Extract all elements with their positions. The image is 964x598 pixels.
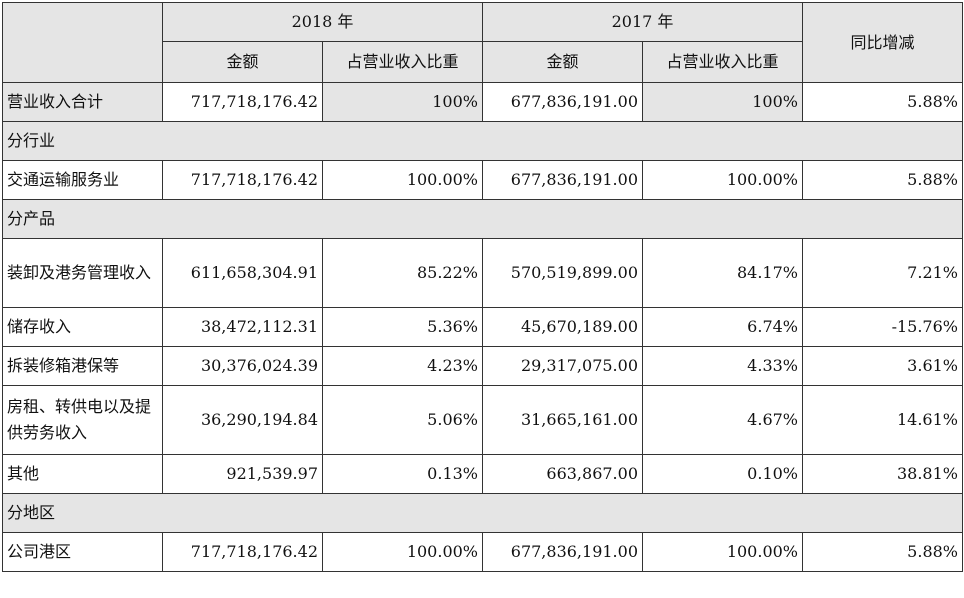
cell-amount-2018: 38,472,112.31: [162, 307, 323, 347]
cell-amount-2018: 36,290,194.84: [162, 385, 323, 455]
cell-amount-2017: 31,665,161.00: [482, 385, 643, 455]
cell-yoy: 38.81%: [802, 454, 963, 494]
table-row: 其他 921,539.97 0.13% 663,867.00 0.10% 38.…: [2, 454, 963, 494]
table-row: 拆装修箱港保等 30,376,024.39 4.23% 29,317,075.0…: [2, 346, 963, 386]
cell-yoy: 5.88%: [802, 82, 963, 122]
cell-ratio-2017: 4.33%: [642, 346, 803, 386]
cell-amount-2018: 717,718,176.42: [162, 160, 323, 200]
cell-yoy: -15.76%: [802, 307, 963, 347]
row-label: 拆装修箱港保等: [2, 346, 163, 386]
table-row: 储存收入 38,472,112.31 5.36% 45,670,189.00 6…: [2, 307, 963, 347]
header-amount-2017: 金额: [482, 41, 643, 83]
table-row: 装卸及港务管理收入 611,658,304.91 85.22% 570,519,…: [2, 238, 963, 308]
cell-yoy: 7.21%: [802, 238, 963, 308]
cell-amount-2018: 921,539.97: [162, 454, 323, 494]
cell-ratio-2017: 84.17%: [642, 238, 803, 308]
cell-amount-2017: 677,836,191.00: [482, 82, 643, 122]
section-row-region: 分地区: [2, 493, 963, 533]
cell-amount-2017: 677,836,191.00: [482, 532, 643, 572]
cell-amount-2018: 717,718,176.42: [162, 82, 323, 122]
cell-yoy: 5.88%: [802, 160, 963, 200]
row-label: 其他: [2, 454, 163, 494]
cell-amount-2018: 717,718,176.42: [162, 532, 323, 572]
header-corner-cell: [2, 2, 163, 83]
cell-ratio-2018: 5.36%: [322, 307, 483, 347]
cell-ratio-2017: 100%: [642, 82, 803, 122]
table-row: 房租、转供电以及提供劳务收入 36,290,194.84 5.06% 31,66…: [2, 385, 963, 455]
table-row-total: 营业收入合计 717,718,176.42 100% 677,836,191.0…: [2, 82, 963, 122]
row-label: 交通运输服务业: [2, 160, 163, 200]
cell-ratio-2018: 100%: [322, 82, 483, 122]
cell-yoy: 3.61%: [802, 346, 963, 386]
row-label: 储存收入: [2, 307, 163, 347]
section-label: 分地区: [2, 493, 963, 533]
section-row-industry: 分行业: [2, 121, 963, 161]
row-label: 公司港区: [2, 532, 163, 572]
header-row-years: 2018 年 2017 年 同比增减: [2, 2, 963, 83]
header-year-2018: 2018 年: [162, 2, 483, 42]
cell-ratio-2017: 4.67%: [642, 385, 803, 455]
cell-ratio-2018: 0.13%: [322, 454, 483, 494]
cell-amount-2017: 29,317,075.00: [482, 346, 643, 386]
cell-amount-2017: 677,836,191.00: [482, 160, 643, 200]
header-row-columns: 金额 占营业收入比重 金额 占营业收入比重: [3, 41, 963, 83]
header-ratio-2018: 占营业收入比重: [322, 41, 483, 83]
cell-ratio-2018: 4.23%: [322, 346, 483, 386]
cell-ratio-2018: 100.00%: [322, 160, 483, 200]
header-ratio-2017: 占营业收入比重: [642, 41, 803, 83]
row-label: 营业收入合计: [2, 82, 163, 122]
cell-ratio-2017: 6.74%: [642, 307, 803, 347]
cell-yoy: 5.88%: [802, 532, 963, 572]
section-row-product: 分产品: [2, 199, 963, 239]
cell-ratio-2017: 100.00%: [642, 532, 803, 572]
cell-ratio-2017: 100.00%: [642, 160, 803, 200]
cell-yoy: 14.61%: [802, 385, 963, 455]
section-label: 分产品: [2, 199, 963, 239]
cell-amount-2018: 30,376,024.39: [162, 346, 323, 386]
cell-ratio-2017: 0.10%: [642, 454, 803, 494]
cell-ratio-2018: 100.00%: [322, 532, 483, 572]
header-year-2017: 2017 年: [482, 2, 803, 42]
cell-amount-2017: 663,867.00: [482, 454, 643, 494]
table-row: 交通运输服务业 717,718,176.42 100.00% 677,836,1…: [2, 160, 963, 200]
cell-ratio-2018: 5.06%: [322, 385, 483, 455]
section-label: 分行业: [2, 121, 963, 161]
table-row: 公司港区 717,718,176.42 100.00% 677,836,191.…: [2, 532, 963, 572]
header-yoy: 同比增减: [802, 2, 963, 83]
header-amount-2018: 金额: [162, 41, 323, 83]
revenue-composition-table: 2018 年 2017 年 同比增减 金额 占营业收入比重 金额 占营业收入比重…: [2, 2, 963, 572]
row-label: 装卸及港务管理收入: [2, 238, 163, 308]
cell-amount-2018: 611,658,304.91: [162, 238, 323, 308]
cell-amount-2017: 45,670,189.00: [482, 307, 643, 347]
cell-ratio-2018: 85.22%: [322, 238, 483, 308]
row-label: 房租、转供电以及提供劳务收入: [2, 385, 163, 455]
cell-amount-2017: 570,519,899.00: [482, 238, 643, 308]
